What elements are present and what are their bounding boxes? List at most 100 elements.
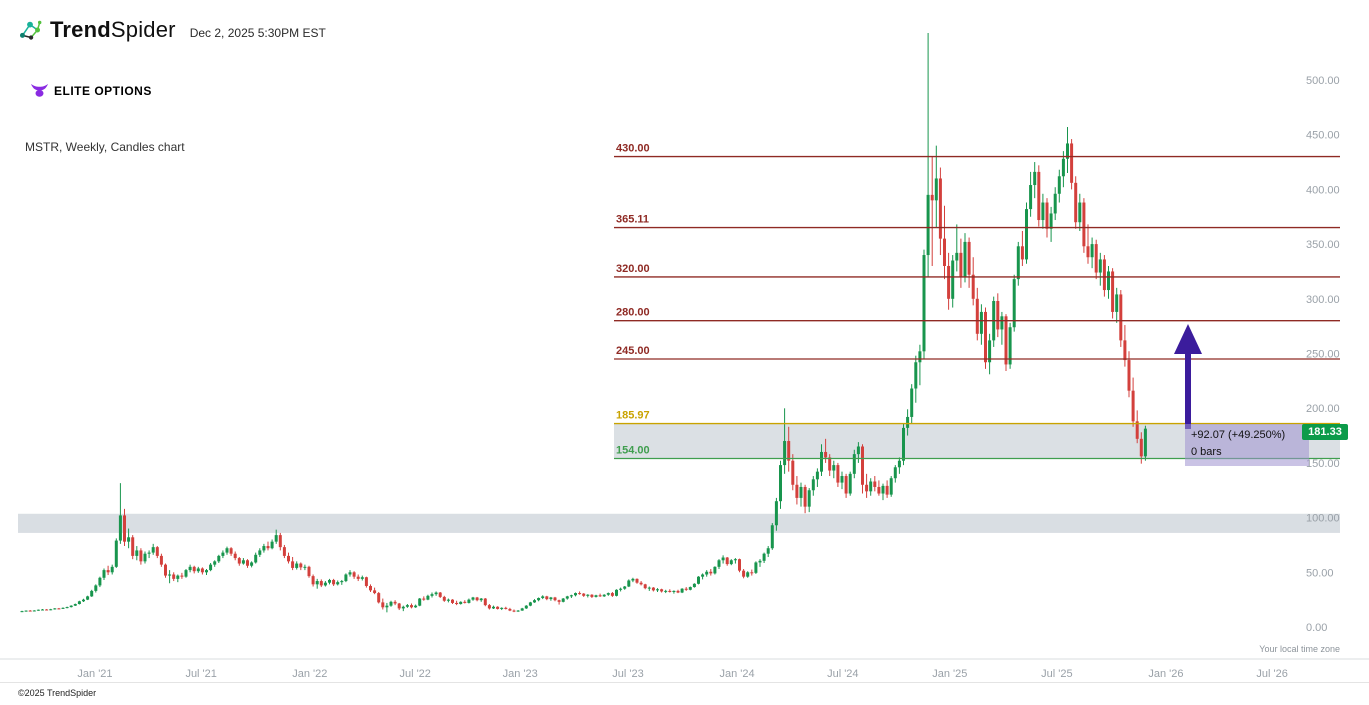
x-axis-label: Jan '24: [719, 668, 754, 680]
candle-body: [627, 580, 631, 587]
candle-body: [1139, 438, 1143, 457]
candle-body: [131, 537, 135, 556]
candle-body: [24, 610, 28, 612]
last-price-badge: 181.33: [1302, 424, 1348, 440]
candle-body: [971, 274, 975, 299]
candle-body: [442, 596, 446, 601]
candle-body: [668, 590, 672, 592]
candle-body: [282, 547, 286, 556]
candle-body: [20, 611, 24, 613]
candle-body: [356, 576, 360, 579]
candle-body: [889, 478, 893, 495]
trendspider-logo[interactable]: TrendSpider: [16, 16, 176, 44]
candle-body: [344, 574, 348, 582]
elite-options-watermark: ELITE OPTIONS: [30, 83, 152, 98]
candle-body: [307, 566, 311, 577]
candle-body: [397, 603, 401, 609]
candle-body: [114, 540, 118, 567]
candle-body: [348, 572, 352, 575]
candle-body: [61, 607, 65, 609]
candle-body: [586, 594, 590, 596]
candle-body: [455, 602, 459, 605]
candle-body: [815, 471, 819, 480]
trend-arrow-annotation[interactable]: [1174, 323, 1202, 429]
candle-body: [766, 548, 770, 554]
price-level-label: 280.00: [616, 307, 650, 319]
candle-body: [512, 610, 516, 612]
candle-body: [1086, 246, 1090, 258]
candle-body: [922, 255, 926, 352]
candle-body: [1143, 428, 1147, 457]
candle-body: [553, 597, 557, 601]
candle-body: [414, 605, 418, 608]
candle-body: [840, 476, 844, 483]
candle-body: [820, 451, 823, 472]
candle-body: [180, 575, 184, 577]
candle-body: [984, 311, 987, 363]
timezone-note[interactable]: Your local time zone: [1259, 644, 1340, 654]
candle-body: [783, 441, 787, 466]
candle-body: [643, 584, 647, 589]
price-level-label: 154.00: [616, 445, 650, 457]
candle-body: [434, 592, 438, 595]
candle-body: [885, 485, 889, 495]
support-zone-band[interactable]: [18, 513, 1340, 533]
candle-body: [254, 554, 258, 563]
candle-body: [528, 602, 532, 606]
y-axis[interactable]: 0.00 50.00 100.00 150.00 200.00 250.00 300.00 3…: [1306, 75, 1340, 634]
candle-body: [147, 552, 151, 554]
candle-body: [963, 241, 967, 277]
candle-body: [639, 582, 643, 585]
candle-body: [615, 589, 618, 596]
candle-body: [176, 575, 180, 579]
candle-body: [762, 553, 766, 561]
candle-body: [1107, 271, 1110, 291]
candles-layer: [20, 32, 1147, 613]
candle-body: [270, 541, 274, 549]
candle-body: [135, 550, 139, 556]
candle-body: [754, 562, 758, 573]
candle-body: [237, 558, 241, 564]
candle-body: [123, 515, 126, 542]
measurement-annotation[interactable]: +92.07 (+49.250%) 0 bars: [1185, 424, 1309, 466]
candle-body: [807, 490, 811, 507]
candle-body: [53, 608, 57, 610]
candle-body: [934, 178, 938, 201]
candle-body: [172, 574, 176, 579]
candle-body: [1098, 259, 1102, 273]
candle-body: [213, 561, 217, 565]
candle-body: [897, 460, 901, 468]
candle-body: [139, 550, 143, 562]
candle-body: [1041, 202, 1045, 221]
candle-body: [369, 585, 372, 591]
candle-body: [332, 579, 336, 585]
candle-body: [902, 427, 905, 461]
candle-body: [385, 605, 389, 608]
x-axis[interactable]: Jan '21 Jul '21 Jan '22 Jul '22 Jan '23 Jul '…: [0, 658, 1369, 680]
candle-body: [877, 486, 881, 494]
candle-body: [41, 609, 44, 611]
y-axis-label: 250.00: [1306, 349, 1340, 361]
candle-body: [32, 610, 36, 612]
candle-body: [299, 563, 303, 568]
candle-body: [241, 560, 245, 564]
candle-body: [688, 587, 692, 590]
x-axis-label: Jan '23: [503, 668, 538, 680]
candle-body: [832, 465, 836, 471]
x-axis-label: Jul '22: [399, 668, 430, 680]
candle-body: [1135, 421, 1139, 439]
candle-body: [217, 555, 221, 562]
arrow-head: [1174, 323, 1202, 354]
candle-body: [791, 460, 795, 485]
y-axis-label: 500.00: [1306, 75, 1340, 87]
x-axis-label: Jul '24: [827, 668, 858, 680]
candle-body: [705, 571, 709, 575]
candle-body: [118, 515, 122, 541]
candle-body: [1016, 246, 1020, 280]
candle-body: [508, 608, 512, 611]
candle-body: [479, 598, 483, 601]
candle-body: [438, 592, 442, 597]
x-axis-label: Jan '25: [932, 668, 967, 680]
candle-body: [873, 481, 877, 487]
